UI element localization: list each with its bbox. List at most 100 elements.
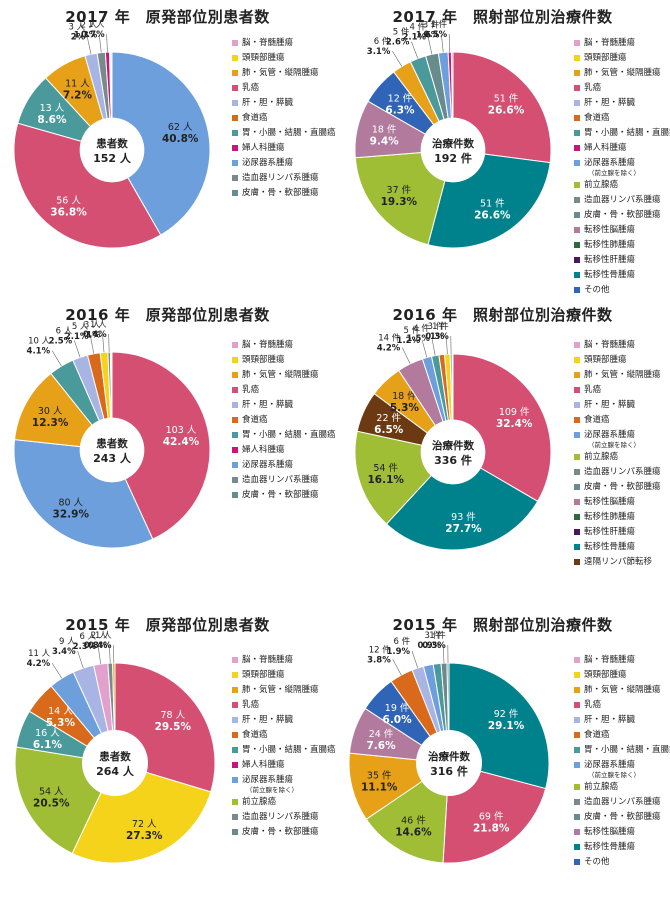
legend-swatch xyxy=(574,212,580,218)
legend-label: 前立腺癌 xyxy=(584,180,618,191)
legend-label: 脳・脊髄腫瘍 xyxy=(242,38,293,49)
legend-item: 頭頸部腫瘍 xyxy=(232,355,336,370)
slice-count-label: 1 件 xyxy=(432,321,449,332)
legend-item: 脳・脊髄腫瘍 xyxy=(574,38,670,53)
legend-label: 脳・脊髄腫瘍 xyxy=(242,655,293,666)
legend-item: 造血器リンパ系腫瘍 xyxy=(574,797,670,812)
slice-count-label: 1 人 xyxy=(88,20,105,30)
legend-label: 造血器リンパ系腫瘍 xyxy=(584,797,661,808)
legend-swatch xyxy=(574,454,580,460)
legend-swatch xyxy=(574,387,580,393)
legend-item: 遠隔リンパ節転移 xyxy=(574,557,661,572)
legend-item: 肝・胆・膵臓 xyxy=(232,98,336,113)
legend-item: 造血器リンパ系腫瘍 xyxy=(574,195,670,210)
legend-item: 脳・脊髄腫瘍 xyxy=(232,655,336,670)
legend-swatch xyxy=(574,687,580,693)
legend-item: 婦人科腫瘍 xyxy=(232,445,336,460)
legend-item: 食道癌 xyxy=(574,415,661,430)
slice-percent-label: 32.9% xyxy=(53,508,90,520)
legend-label: 皮膚・骨・軟部腫瘍 xyxy=(242,827,319,838)
legend-swatch xyxy=(574,287,580,293)
legend-swatch xyxy=(574,859,580,865)
legend-item: 転移性肺腫瘍 xyxy=(574,240,670,255)
legend-label: 頭頸部腫瘍 xyxy=(242,355,285,366)
legend-item: 泌尿器系腫瘍（前立腺を除く） xyxy=(574,158,670,180)
legend-swatch xyxy=(574,70,580,76)
legend-item: 肝・胆・膵臓 xyxy=(232,715,336,730)
legend-swatch xyxy=(574,357,580,363)
legend-item: 肺・気管・縦隔腫瘍 xyxy=(574,370,661,385)
legend-label: その他 xyxy=(584,857,610,868)
legend-swatch xyxy=(232,372,238,378)
legend-swatch xyxy=(232,387,238,393)
slice-count-label: 12 件 xyxy=(388,92,413,104)
slice-count-label: 13 人 xyxy=(40,103,65,114)
legend-label: 前立腺癌 xyxy=(584,782,618,793)
legend-item: 転移性骨腫瘍 xyxy=(574,842,670,857)
leader-line xyxy=(109,334,110,352)
legend-label: 乳癌 xyxy=(584,385,601,396)
legend-swatch xyxy=(232,462,238,468)
legend-swatch xyxy=(232,762,238,768)
legend-label: 婦人科腫瘍 xyxy=(242,760,285,771)
legend-swatch xyxy=(574,227,580,233)
legend-label: 脳・脊髄腫瘍 xyxy=(584,655,635,666)
legend-sublabel: （前立腺を除く） xyxy=(588,440,640,451)
legend-swatch xyxy=(232,492,238,498)
slice-percent-label: 4.2% xyxy=(27,659,51,669)
legend-item: 脳・脊髄腫瘍 xyxy=(574,655,670,670)
legend-swatch xyxy=(232,145,238,151)
legend-label: 食道癌 xyxy=(242,730,268,741)
legend-label: 乳癌 xyxy=(242,385,259,396)
slice-count-label: 54 人 xyxy=(39,786,64,797)
legend-swatch xyxy=(232,687,238,693)
slice-count-label: 24 件 xyxy=(369,728,394,740)
legend-item: 皮膚・骨・軟部腫瘍 xyxy=(232,490,336,505)
legend-item: 肺・気管・縦隔腫瘍 xyxy=(574,685,670,700)
legend-swatch xyxy=(232,190,238,196)
slice-percent-label: 6.1% xyxy=(33,739,63,751)
legend-swatch xyxy=(232,40,238,46)
legend-swatch xyxy=(574,484,580,490)
legend-item: 婦人科腫瘍 xyxy=(232,760,336,775)
slice-percent-label: 29.1% xyxy=(488,720,525,732)
legend-label: 肝・胆・膵臓 xyxy=(584,98,635,109)
legend-item: 肝・胆・膵臓 xyxy=(232,400,336,415)
legend-swatch xyxy=(574,514,580,520)
legend-item: 造血器リンパ系腫瘍 xyxy=(232,812,336,827)
legend-sublabel: （前立腺を除く） xyxy=(246,785,298,796)
center-label: 患者数 xyxy=(96,137,128,150)
legend-label: 皮膚・骨・軟部腫瘍 xyxy=(584,812,661,823)
legend-label: 泌尿器系腫瘍 xyxy=(242,460,293,471)
legend-swatch xyxy=(232,55,238,61)
legend-item: 頭頸部腫瘍 xyxy=(232,670,336,685)
legend-swatch xyxy=(232,477,238,483)
legend-item: 皮膚・骨・軟部腫瘍 xyxy=(232,827,336,842)
legend-label: 転移性脳腫瘍 xyxy=(584,827,635,838)
legend-item: 婦人科腫瘍 xyxy=(574,143,670,158)
legend-item: 胃・小腸・結腸・直腸癌 xyxy=(232,430,336,445)
legend-swatch xyxy=(574,242,580,248)
leader-line xyxy=(412,651,418,668)
legend-swatch xyxy=(574,160,580,166)
legend-swatch xyxy=(232,672,238,678)
leader-line xyxy=(107,34,108,52)
legend-label: 胃・小腸・結腸・直腸癌 xyxy=(242,128,336,139)
slice-count-label: 10 人 xyxy=(28,337,51,347)
donut-hole xyxy=(80,118,145,183)
legend-item: 泌尿器系腫瘍（前立腺を除く） xyxy=(574,760,670,782)
leader-line xyxy=(449,34,450,52)
legend-label: 脳・脊髄腫瘍 xyxy=(584,38,635,49)
slice-count-label: 51 件 xyxy=(480,198,505,210)
slice-count-label: 69 件 xyxy=(479,810,504,822)
center-label: 治療件数 xyxy=(428,750,470,763)
slice-percent-label: 26.6% xyxy=(474,210,511,222)
legend-label: 肝・胆・膵臓 xyxy=(584,400,635,411)
slice-percent-label: 0.3% xyxy=(425,332,449,342)
legend-label: 皮膚・骨・軟部腫瘍 xyxy=(584,210,661,221)
center-value: 152 人 xyxy=(93,151,132,165)
legend-swatch xyxy=(232,799,238,805)
legend-swatch xyxy=(232,342,238,348)
legend-label: 頭頸部腫瘍 xyxy=(242,53,285,64)
